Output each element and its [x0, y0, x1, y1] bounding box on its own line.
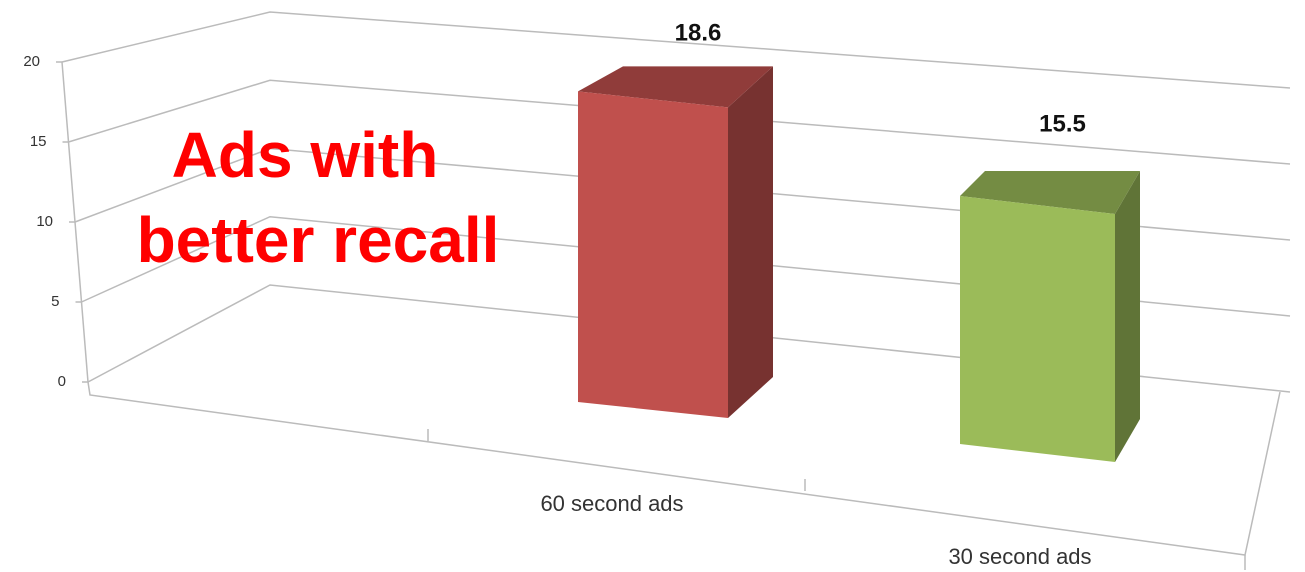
annotation: better recall [137, 204, 500, 276]
y-tick-label: 15 [30, 133, 47, 150]
bar [578, 91, 728, 418]
grid-line [68, 79, 1291, 165]
grid-line [61, 11, 1291, 89]
annotation: Ads with [172, 119, 439, 191]
grid-line [81, 215, 1291, 317]
y-axis [61, 61, 89, 383]
y-tick-label: 5 [51, 293, 59, 310]
bars [578, 66, 1140, 462]
x-tick-label: 30 second ads [948, 544, 1091, 569]
bar-top [578, 66, 773, 108]
value-label: 18.6 [675, 20, 722, 47]
grid: 0 5 10 15 20 [23, 11, 1291, 491]
y-tick-label: 10 [36, 213, 53, 230]
bar-side [1115, 171, 1140, 462]
y-tick-label: 20 [23, 53, 40, 70]
bar [960, 196, 1115, 462]
bar-side [728, 66, 773, 418]
floor [87, 381, 1281, 570]
grid-line [74, 147, 1291, 241]
y-tick-label: 0 [58, 373, 66, 390]
x-tick-label: 60 second ads [540, 491, 683, 516]
bar-top [960, 171, 1140, 214]
value-label: 15.5 [1039, 110, 1086, 137]
floor-edge [87, 381, 1281, 556]
grid-line [87, 284, 1291, 393]
